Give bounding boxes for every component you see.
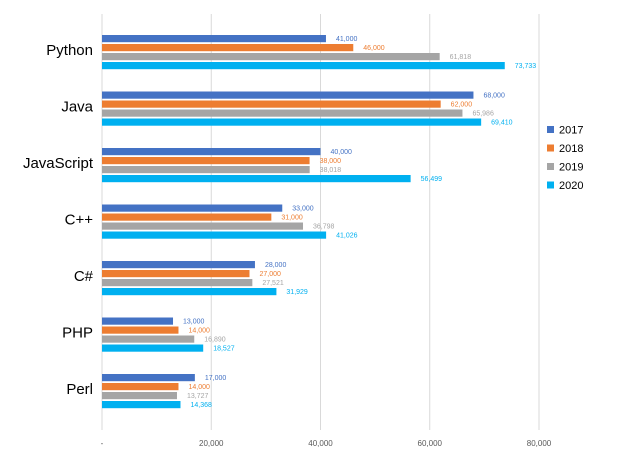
category-label: C# <box>74 268 94 285</box>
bar-2020 <box>102 175 411 183</box>
data-label-2018: 27,000 <box>259 271 281 278</box>
data-label-2020: 41,026 <box>336 233 358 240</box>
legend-item-2017[interactable]: 2017 <box>547 125 583 137</box>
legend-item-2019[interactable]: 2019 <box>547 162 583 174</box>
category-label: Java <box>61 99 93 116</box>
category-label: C++ <box>65 212 94 229</box>
bar-2017 <box>102 261 255 269</box>
bar-2018 <box>102 213 272 221</box>
data-label-2020: 56,499 <box>421 176 443 183</box>
data-label-2020: 18,527 <box>213 346 235 353</box>
data-label-2018: 14,000 <box>188 328 210 335</box>
x-tick-label: 80,000 <box>527 439 552 448</box>
data-label-2019: 61,818 <box>450 54 472 61</box>
data-label-2018: 46,000 <box>363 45 385 52</box>
bar-2019 <box>102 53 440 61</box>
bar-2020 <box>102 118 482 126</box>
category-label: Perl <box>66 381 93 398</box>
data-label-2020: 73,733 <box>515 63 537 70</box>
data-label-2018: 62,000 <box>451 102 473 109</box>
bar-2017 <box>102 148 321 156</box>
legend-swatch <box>547 163 554 170</box>
bar-2018 <box>102 383 179 391</box>
bar-2018 <box>102 44 354 52</box>
bar-2020 <box>102 288 277 296</box>
bar-2019 <box>102 109 463 117</box>
data-label-2019: 36,798 <box>313 224 335 231</box>
data-label-2017: 13,000 <box>183 319 205 326</box>
bar-2019 <box>102 166 310 174</box>
data-label-2018: 38,000 <box>320 158 342 165</box>
bar-2019 <box>102 222 304 230</box>
legend-label: 2019 <box>559 162 583 174</box>
data-label-2017: 41,000 <box>336 36 358 43</box>
data-label-2020: 69,410 <box>491 120 513 127</box>
bar-2018 <box>102 270 250 278</box>
bar-2020 <box>102 231 327 239</box>
data-label-2019: 27,521 <box>262 280 284 287</box>
bar-2020 <box>102 401 181 409</box>
legend-label: 2017 <box>559 125 583 137</box>
data-label-2020: 14,368 <box>190 402 212 409</box>
data-label-2017: 17,000 <box>205 375 227 382</box>
legend-item-2018[interactable]: 2018 <box>547 143 583 155</box>
data-label-2017: 33,000 <box>292 206 314 213</box>
bar-2017 <box>102 374 195 382</box>
bar-2017 <box>102 317 174 325</box>
legend-label: 2018 <box>559 143 583 155</box>
bar-2018 <box>102 326 179 334</box>
data-label-2017: 40,000 <box>331 149 353 156</box>
data-label-2019: 13,727 <box>187 393 209 400</box>
bar-2020 <box>102 344 204 352</box>
bar-2019 <box>102 335 195 343</box>
bar-2018 <box>102 100 441 108</box>
bar-2018 <box>102 157 310 165</box>
data-label-2019: 65,986 <box>472 111 494 118</box>
legend-swatch <box>547 144 554 152</box>
bar-2020 <box>102 62 505 70</box>
data-label-2019: 38,018 <box>320 167 342 174</box>
bar-2017 <box>102 35 326 43</box>
legend-item-2020[interactable]: 2020 <box>547 180 583 192</box>
legend[interactable]: 2017 2018 2019 2020 <box>547 125 583 193</box>
category-label: Python <box>46 42 93 59</box>
category-labels: Python Java JavaScript C++ C# PHP Perl <box>23 42 94 398</box>
x-tick-label: 60,000 <box>418 439 443 448</box>
x-tick-label: - <box>101 439 104 448</box>
data-labels: 41,000 46,000 61,818 73,733 68,000 62,000 65,9… <box>183 36 536 409</box>
legend-swatch <box>547 126 554 133</box>
data-label-2017: 68,000 <box>483 93 505 100</box>
x-tick-label: 20,000 <box>199 439 224 448</box>
bar-2019 <box>102 392 177 400</box>
data-label-2020: 31,929 <box>286 289 308 296</box>
data-label-2017: 28,000 <box>265 262 287 269</box>
bar-2019 <box>102 279 253 287</box>
category-label: JavaScript <box>23 155 94 172</box>
legend-swatch <box>547 181 554 189</box>
x-axis-ticks: - 20,000 40,000 60,000 80,000 <box>101 439 552 448</box>
gridlines <box>101 14 540 430</box>
data-label-2018: 31,000 <box>281 215 303 222</box>
data-label-2018: 14,000 <box>188 384 210 391</box>
data-label-2019: 16,890 <box>204 337 226 344</box>
bar-2017 <box>102 204 283 212</box>
x-tick-label: 40,000 <box>308 439 333 448</box>
category-label: PHP <box>62 325 93 342</box>
bars <box>102 35 505 409</box>
legend-label: 2020 <box>559 180 583 192</box>
bar-2017 <box>102 91 474 99</box>
